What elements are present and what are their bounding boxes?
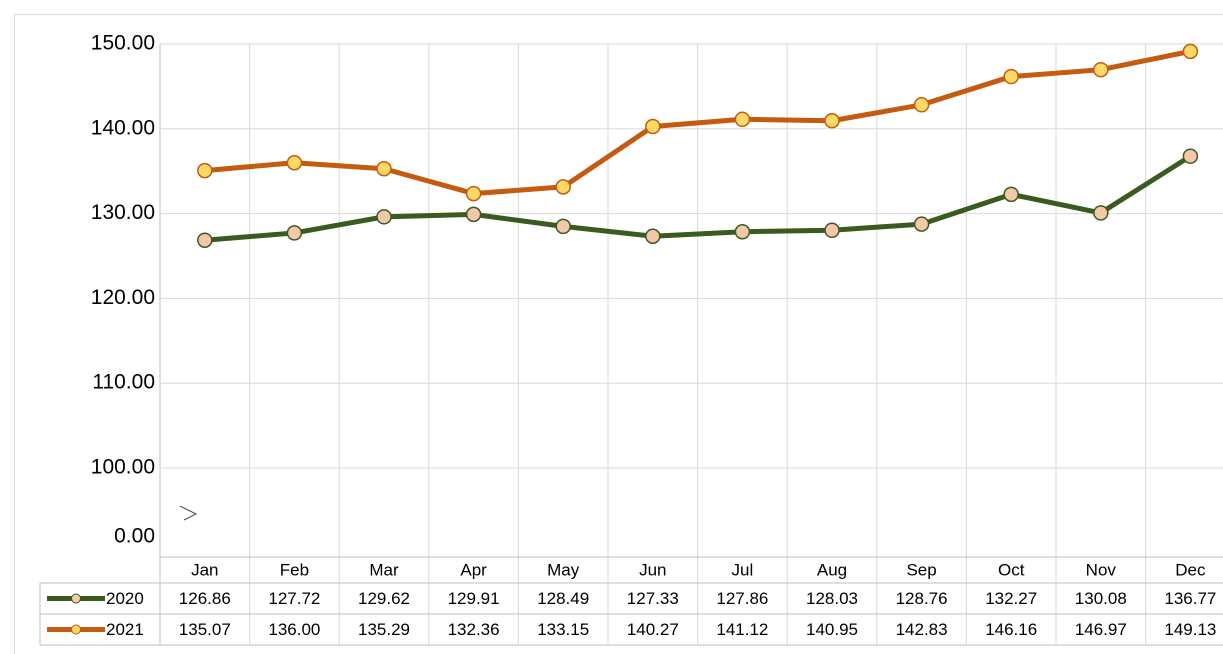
table-value: 146.97 [1075, 620, 1127, 639]
marker [197, 162, 213, 179]
table-value: 128.03 [806, 589, 858, 608]
legend-marker [71, 624, 81, 635]
marker [1003, 186, 1019, 203]
marker [1003, 68, 1019, 85]
series-line [204, 154, 1192, 243]
marker [734, 223, 751, 240]
table-value: 149.13 [1164, 620, 1216, 639]
x-tick-label: Jul [732, 560, 754, 579]
axis-break [179, 505, 198, 521]
marker [555, 218, 571, 235]
table-value: 127.72 [268, 589, 320, 608]
y-tick-label: 110.00 [92, 371, 155, 394]
marker [555, 179, 571, 195]
marker [645, 118, 661, 135]
table-value: 142.83 [896, 620, 948, 639]
marker [824, 112, 840, 129]
marker [913, 216, 930, 232]
table-value: 127.33 [627, 589, 679, 608]
y-tick-label: 100.00 [91, 456, 155, 479]
y-tick-label: 120.00 [91, 286, 155, 309]
x-tick-label: Dec [1175, 560, 1206, 579]
x-tick-label: May [547, 560, 580, 579]
table-value: 127.86 [716, 589, 768, 608]
table-value: 135.07 [179, 620, 231, 639]
x-tick-label: Oct [998, 560, 1025, 579]
table-value: 136.77 [1164, 589, 1216, 608]
x-tick-label: Sep [906, 560, 936, 579]
y-tick-label: 0.00 [114, 525, 155, 548]
table-value: 128.49 [537, 589, 589, 608]
table-value: 126.86 [179, 589, 231, 608]
table-value: 128.76 [896, 589, 948, 608]
marker [645, 228, 661, 244]
x-tick-label: Apr [460, 560, 487, 579]
table-value: 133.15 [537, 620, 589, 639]
legend-marker [71, 593, 81, 604]
marker [465, 185, 482, 202]
x-tick-label: Jun [639, 560, 666, 579]
x-tick-label: Nov [1086, 560, 1117, 579]
x-tick-label: Jan [191, 560, 218, 579]
series-line [204, 48, 1191, 197]
marker [286, 225, 303, 241]
y-tick-label: 140.00 [91, 116, 155, 139]
table-value: 146.16 [985, 620, 1037, 639]
marker [1093, 205, 1109, 221]
marker [376, 160, 392, 177]
table-value: 135.29 [358, 620, 410, 639]
marker [376, 209, 392, 225]
table-value: 130.08 [1075, 589, 1127, 608]
table-value: 136.00 [268, 620, 320, 639]
marker [913, 97, 930, 113]
y-tick-label: 130.00 [91, 201, 155, 224]
table-value: 129.91 [448, 589, 500, 608]
legend-label: 2020 [106, 589, 144, 608]
marker [465, 206, 482, 223]
marker [197, 232, 213, 248]
table-value: 140.27 [627, 620, 679, 639]
table-value: 129.62 [358, 589, 410, 608]
table-value: 132.36 [448, 620, 500, 639]
marker [1093, 61, 1109, 78]
chart-border [14, 14, 1223, 654]
x-tick-label: Aug [817, 560, 847, 579]
marker [734, 111, 751, 128]
marker [1182, 43, 1199, 60]
x-tick-label: Feb [280, 560, 309, 579]
legend-label: 2021 [106, 620, 144, 639]
table-value: 140.95 [806, 620, 858, 639]
table-value: 132.27 [985, 589, 1037, 608]
marker [824, 222, 840, 239]
y-tick-label: 150.00 [91, 32, 155, 55]
x-tick-label: Mar [369, 560, 399, 579]
marker [1182, 148, 1199, 164]
marker [286, 154, 303, 171]
table-value: 141.12 [716, 620, 768, 639]
